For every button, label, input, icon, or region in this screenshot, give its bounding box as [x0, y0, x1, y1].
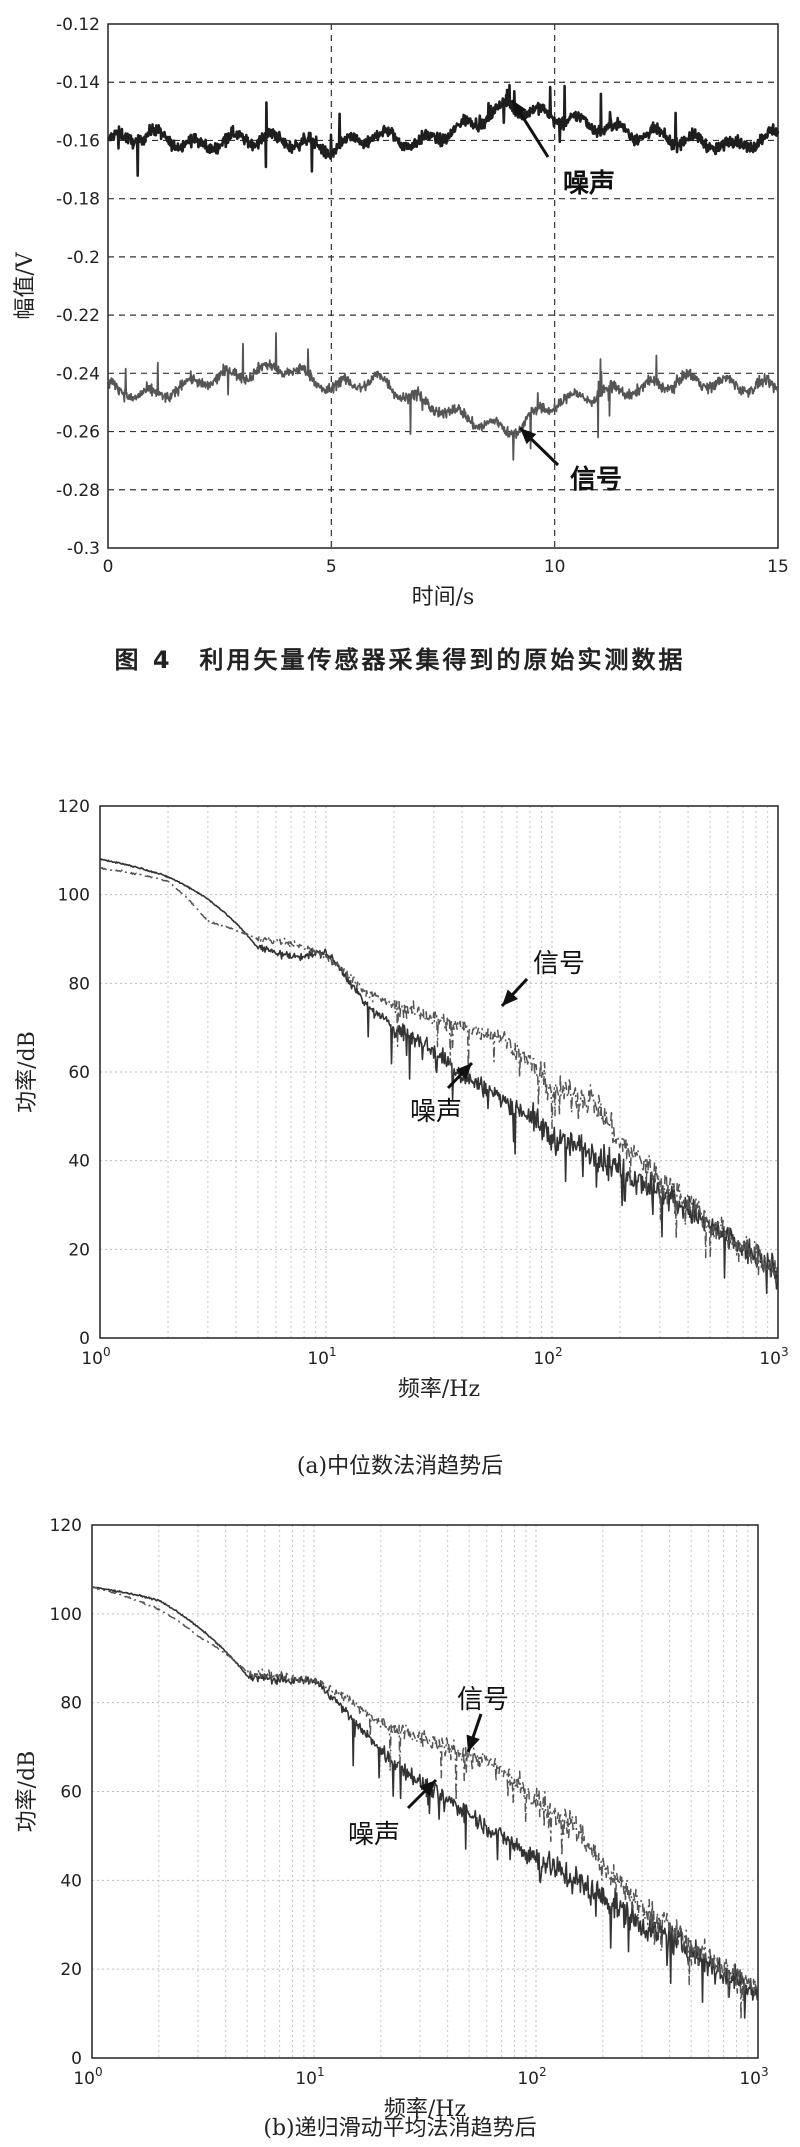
- x-tick-label: 0: [103, 557, 114, 577]
- plot-frame: [91, 1524, 759, 2059]
- x-tick-label: 103: [759, 1345, 788, 1369]
- y-tick-label: -0.3: [67, 539, 100, 559]
- x-tick-label: 10: [544, 557, 566, 577]
- plot-frame: [107, 23, 779, 549]
- signal-trace: [107, 332, 779, 461]
- plot-frame: [99, 805, 779, 1339]
- signal-arrow-head: [520, 428, 537, 445]
- noise-arrow-head: [419, 1780, 436, 1797]
- noise-arrow-head: [455, 1063, 472, 1080]
- subfigure-a-caption: (a)中位数法消趋势后: [296, 1454, 504, 1479]
- y-tick-label: -0.16: [56, 131, 100, 151]
- noise-annotation: 噪声: [348, 1820, 400, 1850]
- y-tick-label: -0.12: [56, 15, 100, 35]
- noise-trace: [107, 83, 780, 177]
- psd-plot-b: 0 20 40 60 80 100 120 100 101 102 103 频率/Hz 功率/dB 信号噪…: [15, 1516, 769, 2122]
- noise-psd-line: [100, 858, 778, 1295]
- psd-chart-a: 0 20 40 60 80 100 120 100 101 102 103 频率/Hz 功率/dB 信号噪…: [0, 780, 800, 1440]
- y-tick-label: 100: [58, 886, 90, 906]
- signal-psd-line: [92, 1586, 758, 2021]
- y-tick-label: 120: [50, 1516, 82, 1536]
- y-tick-label: 120: [58, 797, 90, 817]
- y-tick-label: -0.26: [56, 423, 100, 443]
- y-tick-label: 80: [68, 974, 90, 994]
- signal-annotation: 信号: [533, 949, 585, 979]
- y-tick-label: 0: [79, 1329, 90, 1349]
- x-tick-label: 101: [295, 2065, 324, 2089]
- y-tick-label: 60: [68, 1063, 90, 1083]
- signal-psd-line: [100, 866, 778, 1284]
- y-tick-label: 0: [71, 2049, 82, 2069]
- x-tick-label: 15: [767, 557, 789, 577]
- time-domain-chart: -0.12 -0.14 -0.16 -0.18 -0.2 -0.22 -0.24 -0.26 -…: [0, 0, 800, 610]
- x-tick-label: 5: [326, 557, 337, 577]
- y-tick-label: 40: [68, 1152, 90, 1172]
- y-tick-label: 40: [60, 1871, 82, 1891]
- y-axis-label: 幅值/V: [13, 251, 38, 319]
- x-tick-label: 100: [73, 2065, 102, 2089]
- noise-arrow-head: [512, 100, 527, 118]
- x-axis-label: 频率/Hz: [384, 2097, 466, 2122]
- x-axis-label: 时间/s: [412, 585, 475, 610]
- psd-plot-a: 0 20 40 60 80 100 120 100 101 102 103 频率/Hz 功率/dB 信号噪…: [15, 797, 789, 1402]
- y-tick-label: 20: [68, 1240, 90, 1260]
- figure-4-caption: 图 4 利用矢量传感器采集得到的原始实测数据: [114, 646, 686, 674]
- y-axis-label: 功率/dB: [15, 1751, 40, 1833]
- x-axis-label: 频率/Hz: [398, 1377, 480, 1402]
- y-tick-label: 80: [60, 1694, 82, 1714]
- y-axis-label: 功率/dB: [15, 1031, 40, 1113]
- subfigure-b-caption: (b)递归滑动平均法消趋势后: [263, 2116, 537, 2141]
- psd-chart-b: 0 20 40 60 80 100 120 100 101 102 103 频率/Hz 功率/dB 信号噪…: [0, 1490, 800, 2147]
- y-tick-label: -0.14: [56, 73, 100, 93]
- x-tick-label: 102: [533, 1345, 562, 1369]
- signal-annotation: 信号: [457, 1685, 509, 1715]
- signal-annotation: 信号: [570, 465, 622, 495]
- x-tick-label: 102: [517, 2065, 546, 2089]
- x-tick-label: 101: [307, 1345, 336, 1369]
- signal-arrow-head: [502, 989, 519, 1006]
- y-tick-label: 60: [60, 1783, 82, 1803]
- y-tick-label: -0.18: [56, 190, 100, 210]
- x-tick-label: 103: [739, 2065, 768, 2089]
- series-group: [100, 858, 778, 1295]
- y-tick-label: -0.22: [56, 306, 100, 326]
- y-tick-label: 100: [50, 1605, 82, 1625]
- noise-annotation: 噪声: [563, 169, 615, 199]
- y-tick-label: 20: [60, 1960, 82, 1980]
- x-tick-label: 100: [81, 1345, 110, 1369]
- time-domain-plot: -0.12 -0.14 -0.16 -0.18 -0.2 -0.22 -0.24 -0.26 -…: [13, 15, 789, 610]
- y-tick-label: -0.28: [56, 481, 100, 501]
- signal-arrow-head: [466, 1734, 480, 1752]
- y-tick-label: -0.24: [56, 364, 100, 384]
- noise-annotation: 噪声: [410, 1097, 462, 1127]
- y-tick-label: -0.2: [67, 248, 100, 268]
